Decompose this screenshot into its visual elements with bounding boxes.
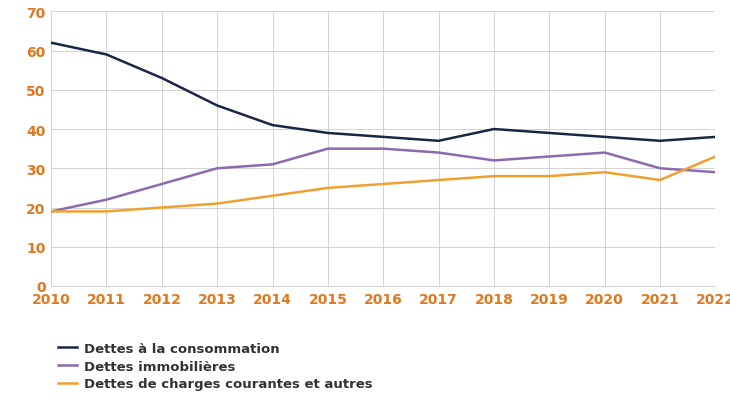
Dettes de charges courantes et autres	[490, 174, 499, 179]
Dettes à la consommation	[102, 53, 111, 58]
Dettes immobilières	[102, 198, 111, 202]
Dettes immobilières	[656, 166, 664, 171]
Dettes de charges courantes et autres	[600, 170, 609, 175]
Dettes immobilières	[545, 155, 554, 160]
Dettes à la consommation	[158, 76, 166, 81]
Dettes à la consommation	[268, 124, 277, 128]
Dettes de charges courantes et autres	[434, 178, 443, 183]
Dettes immobilières	[268, 162, 277, 167]
Dettes de charges courantes et autres	[545, 174, 554, 179]
Legend: Dettes à la consommation, Dettes immobilières, Dettes de charges courantes et au: Dettes à la consommation, Dettes immobil…	[58, 342, 373, 390]
Dettes de charges courantes et autres	[102, 209, 111, 214]
Dettes à la consommation	[600, 135, 609, 140]
Line: Dettes de charges courantes et autres: Dettes de charges courantes et autres	[51, 157, 715, 212]
Dettes à la consommation	[490, 127, 499, 132]
Dettes à la consommation	[656, 139, 664, 144]
Dettes de charges courantes et autres	[379, 182, 388, 187]
Dettes immobilières	[47, 209, 55, 214]
Dettes immobilières	[434, 151, 443, 156]
Line: Dettes immobilières: Dettes immobilières	[51, 149, 715, 212]
Dettes immobilières	[711, 170, 720, 175]
Dettes à la consommation	[213, 104, 222, 109]
Dettes de charges courantes et autres	[213, 202, 222, 207]
Dettes à la consommation	[323, 131, 332, 136]
Dettes immobilières	[158, 182, 166, 187]
Dettes à la consommation	[545, 131, 554, 136]
Dettes de charges courantes et autres	[47, 209, 55, 214]
Dettes de charges courantes et autres	[158, 206, 166, 211]
Line: Dettes à la consommation: Dettes à la consommation	[51, 44, 715, 142]
Dettes à la consommation	[711, 135, 720, 140]
Dettes immobilières	[213, 166, 222, 171]
Dettes à la consommation	[434, 139, 443, 144]
Dettes immobilières	[490, 159, 499, 164]
Dettes de charges courantes et autres	[323, 186, 332, 191]
Dettes de charges courantes et autres	[711, 155, 720, 160]
Dettes de charges courantes et autres	[656, 178, 664, 183]
Dettes de charges courantes et autres	[268, 194, 277, 199]
Dettes à la consommation	[379, 135, 388, 140]
Dettes immobilières	[600, 151, 609, 156]
Dettes immobilières	[379, 147, 388, 152]
Dettes à la consommation	[47, 41, 55, 46]
Dettes immobilières	[323, 147, 332, 152]
